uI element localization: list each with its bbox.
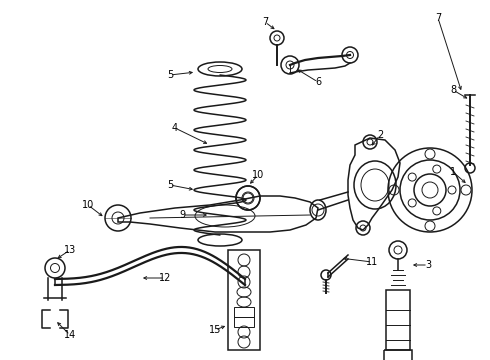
Text: 15: 15	[209, 325, 221, 335]
Text: 6: 6	[315, 77, 321, 87]
Bar	[234, 307, 254, 317]
Text: 8: 8	[450, 85, 456, 95]
Text: 9: 9	[179, 210, 185, 220]
Text: 7: 7	[435, 13, 441, 23]
Text: 10: 10	[252, 170, 264, 180]
Text: 14: 14	[64, 330, 76, 340]
Text: 5: 5	[167, 180, 173, 190]
Text: 12: 12	[159, 273, 171, 283]
Text: 11: 11	[366, 257, 378, 267]
Bar	[386, 290, 410, 350]
Text: 10: 10	[82, 200, 94, 210]
Bar	[384, 350, 412, 360]
Bar	[234, 317, 254, 327]
Text: 13: 13	[64, 245, 76, 255]
Text: 2: 2	[377, 130, 383, 140]
Text: 3: 3	[425, 260, 431, 270]
Text: 7: 7	[262, 17, 268, 27]
Text: 5: 5	[167, 70, 173, 80]
Bar	[228, 250, 260, 350]
Text: 4: 4	[172, 123, 178, 133]
Text: 1: 1	[450, 167, 456, 177]
